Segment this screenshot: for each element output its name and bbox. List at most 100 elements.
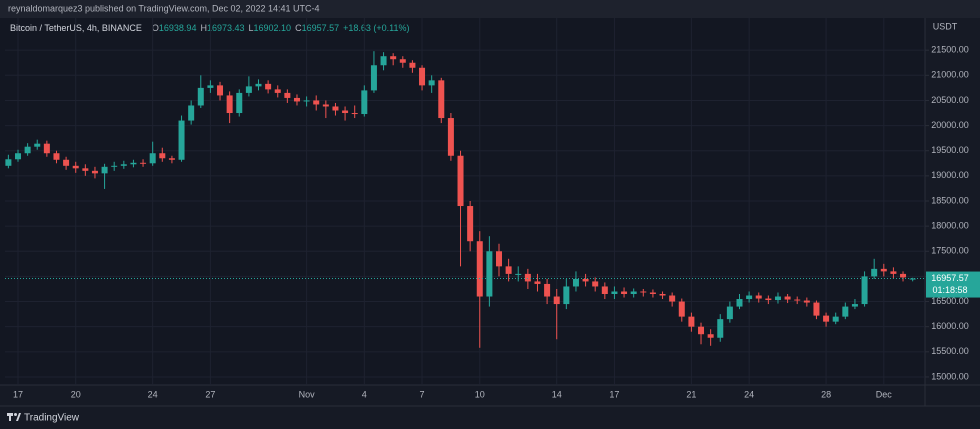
x-tick-label: 14 (552, 389, 562, 399)
candle-body (794, 299, 801, 301)
x-tick-label: 20 (71, 389, 81, 399)
candle-body (649, 292, 656, 295)
candle-body (736, 299, 743, 307)
candle-body (774, 296, 781, 301)
candle-body (476, 241, 483, 297)
candle-body (909, 278, 916, 280)
countdown: 01:18:58 (932, 285, 967, 295)
chart-header: Bitcoin / TetherUS, 4h, BINANCE O16938.94… (10, 23, 410, 33)
candle-body (669, 295, 676, 302)
candle-body (871, 268, 878, 277)
y-tick-label: 17500.00 (931, 246, 969, 256)
candle-body (120, 164, 127, 166)
ohlc-prefix: O (152, 23, 159, 33)
candle-body (63, 159, 70, 166)
candle-body (900, 273, 907, 278)
candle-body (428, 80, 435, 86)
candle-body (524, 273, 531, 282)
candle-body (188, 105, 195, 121)
candle-body (236, 92, 243, 114)
candle-body (217, 85, 224, 96)
ohlc-value: 16938.94 (159, 23, 197, 33)
y-tick-label: 20000.00 (931, 120, 969, 130)
x-tick-label: 17 (609, 389, 619, 399)
candle-body (168, 158, 175, 160)
y-tick-label: 21500.00 (931, 45, 969, 55)
y-tick-label: 19000.00 (931, 170, 969, 180)
y-tick-label: 15000.00 (931, 371, 969, 381)
ohlc-value: 16957.57 (302, 23, 340, 33)
candle-body (284, 92, 291, 98)
candle-body (630, 291, 637, 295)
candle-body (880, 268, 887, 272)
ohlc-prefix: L (249, 23, 254, 33)
candle-body (419, 67, 426, 86)
candle-body (544, 283, 551, 297)
candle-body (265, 83, 272, 90)
candle-body (438, 80, 445, 119)
candle-body (823, 315, 830, 322)
candle-body (370, 65, 377, 91)
candle-body (342, 110, 349, 114)
candle-body (274, 89, 281, 93)
candle-body (447, 118, 454, 156)
candle-body (746, 295, 753, 300)
candle-body (43, 143, 50, 154)
x-tick-label: 21 (686, 389, 696, 399)
x-tick-label: 24 (148, 389, 158, 399)
y-tick-label: 18000.00 (931, 221, 969, 231)
candle-body (24, 146, 31, 154)
candle-body (72, 165, 79, 169)
candle-body (851, 304, 858, 307)
y-tick-label: 16000.00 (931, 321, 969, 331)
candle-body (91, 170, 98, 174)
candle-body (832, 316, 839, 322)
candle-body (409, 62, 416, 68)
candle-body (678, 301, 685, 317)
attribution: reynaldomarquez3 published on TradingVie… (8, 3, 320, 13)
candle-body (82, 168, 89, 171)
candle-body (621, 291, 628, 295)
ohlc-prefix: H (200, 23, 207, 33)
y-tick-label: 15500.00 (931, 346, 969, 356)
candle-body (255, 83, 262, 87)
candle-body (688, 316, 695, 327)
candle-body (842, 306, 849, 317)
candle-body (293, 97, 300, 102)
candle-body (601, 286, 608, 295)
candle-body (611, 291, 618, 295)
x-tick-label: Dec (876, 389, 893, 399)
candle-body (803, 300, 810, 303)
candle-body (111, 165, 118, 167)
x-tick-label: 10 (475, 389, 485, 399)
x-tick-label: 28 (821, 389, 831, 399)
top-bar (0, 0, 980, 18)
candle-body (861, 276, 868, 305)
candle-body (332, 106, 339, 111)
candle-body (515, 273, 522, 275)
x-tick-label: 7 (420, 389, 425, 399)
y-tick-label: 19500.00 (931, 145, 969, 155)
candle-body (197, 87, 204, 106)
change: +18.63 (+0.11%) (343, 23, 409, 33)
candle-body (303, 100, 310, 102)
candle-body (351, 113, 358, 115)
y-tick-label: 16500.00 (931, 296, 969, 306)
candle-body (813, 302, 820, 316)
y-tick-label: 20500.00 (931, 95, 969, 105)
candle-body (582, 278, 589, 282)
candle-body (640, 291, 647, 293)
x-tick-label: 4 (362, 389, 367, 399)
y-tick-label: 18500.00 (931, 195, 969, 205)
candle-body (755, 295, 762, 299)
x-tick-label: 27 (205, 389, 215, 399)
candle-body (207, 85, 214, 88)
candle-body (784, 296, 791, 300)
candle-body (486, 251, 493, 297)
candle-body (572, 278, 579, 287)
candle-body (505, 266, 512, 274)
candle-body (726, 306, 733, 320)
candle-body (140, 162, 147, 164)
